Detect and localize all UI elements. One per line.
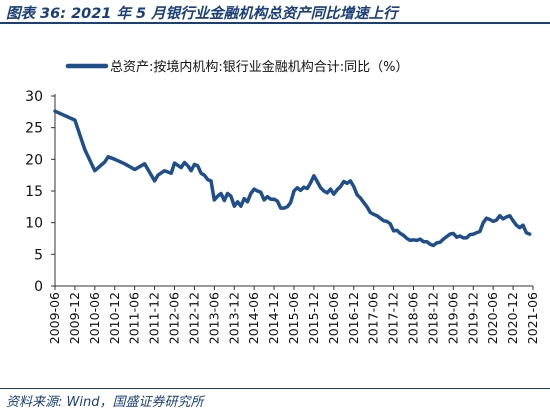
x-tick-label: 2011-06 [127,292,142,344]
legend-label: 总资产:按境内机构:银行业金融机构合计:同比（%） [110,59,409,75]
x-tick-label: 2018-06 [406,292,421,344]
y-tick-label: 20 [25,152,43,168]
x-tick-label: 2013-06 [206,292,221,344]
y-tick-label: 15 [25,184,43,200]
y-tick-label: 25 [25,121,43,137]
y-tick-label: 30 [25,89,43,105]
x-tick-label: 2015-06 [286,292,301,344]
x-tick-label: 2018-12 [425,292,440,344]
legend: 总资产:按境内机构:银行业金融机构合计:同比（%） [65,59,409,75]
x-tick-label: 2017-12 [386,292,401,344]
y-tick-label: 0 [34,279,43,295]
y-tick-label: 5 [34,247,43,263]
x-tick-label: 2019-12 [465,292,480,344]
x-tick-label: 2021-06 [525,292,540,344]
line-chart: 总资产:按境内机构:银行业金融机构合计:同比（%） 0 5 10 15 20 25 30 2… [25,59,540,344]
y-axis-ticks: 0 5 10 15 20 25 30 [25,89,55,295]
x-tick-label: 2009-12 [67,292,82,344]
footer-rule [0,388,550,389]
x-tick-label: 2013-12 [226,292,241,344]
x-tick-label: 2012-12 [186,292,201,344]
x-tick-label: 2016-12 [346,292,361,344]
title-rule [0,22,550,24]
x-tick-label: 2020-06 [485,292,500,344]
series-group [53,109,532,248]
x-tick-label: 2011-12 [147,292,162,344]
x-tick-label: 2012-06 [167,292,182,344]
x-tick-label: 2014-12 [266,292,281,344]
x-tick-label: 2020-12 [505,292,520,344]
source-note: 资料来源: Wind，国盛证券研究所 [6,395,204,410]
figure-title: 图表 36: 2021 年 5 月银行业金融机构总资产同比增速上行 [6,6,398,22]
x-tick-label: 2016-06 [326,292,341,344]
x-axis-ticks: 2009-06 2009-12 2010-06 2010-12 2011-06 2011-… [47,286,540,344]
x-tick-label: 2010-06 [87,292,102,344]
series-line [53,109,532,248]
y-tick-label: 10 [25,216,43,232]
x-tick-label: 2015-12 [306,292,321,344]
x-tick-label: 2014-06 [246,292,261,344]
x-tick-label: 2010-12 [107,292,122,344]
x-tick-label: 2017-06 [366,292,381,344]
x-tick-label: 2009-06 [47,292,62,344]
x-tick-label: 2019-06 [445,292,460,344]
